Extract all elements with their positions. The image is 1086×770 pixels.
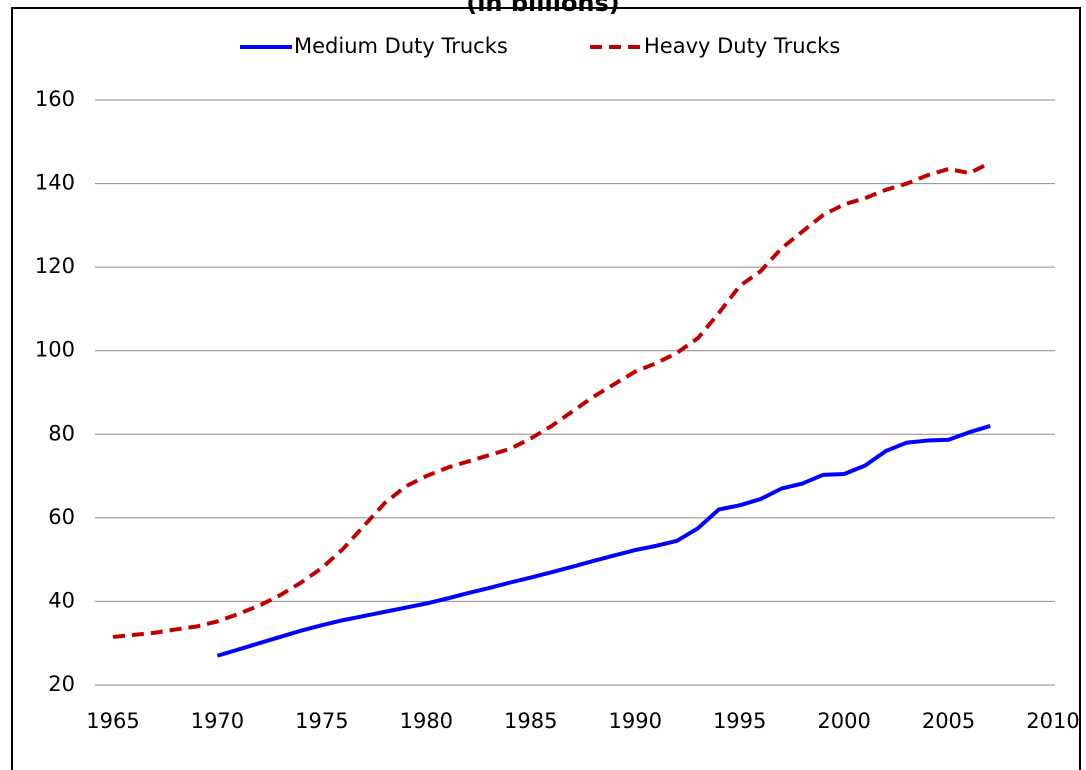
y-tick-label: 160 bbox=[35, 87, 75, 111]
x-tick-label: 1965 bbox=[86, 709, 139, 733]
y-tick-label: 40 bbox=[48, 588, 75, 612]
x-tick-label: 2010 bbox=[1026, 709, 1079, 733]
chart-title: (in billions) bbox=[466, 0, 620, 17]
x-tick-label: 1980 bbox=[400, 709, 453, 733]
y-tick-label: 80 bbox=[48, 421, 75, 445]
series-line bbox=[216, 424, 991, 658]
y-tick-label: 20 bbox=[48, 672, 75, 696]
y-tick-label: 140 bbox=[35, 171, 75, 195]
x-tick-label: 1970 bbox=[191, 709, 244, 733]
chart-frame bbox=[11, 7, 1081, 770]
x-tick-label: 1975 bbox=[295, 709, 348, 733]
series-line bbox=[112, 160, 992, 639]
legend-label: Medium Duty Trucks bbox=[294, 34, 508, 58]
x-tick-label: 2005 bbox=[922, 709, 975, 733]
x-tick-label: 1985 bbox=[504, 709, 557, 733]
x-tick-label: 1995 bbox=[713, 709, 766, 733]
x-tick-label: 1990 bbox=[608, 709, 661, 733]
legend-label: Heavy Duty Trucks bbox=[644, 34, 840, 58]
y-tick-label: 100 bbox=[35, 338, 75, 362]
x-tick-label: 2000 bbox=[817, 709, 870, 733]
y-tick-label: 120 bbox=[35, 254, 75, 278]
y-tick-label: 60 bbox=[48, 505, 75, 529]
